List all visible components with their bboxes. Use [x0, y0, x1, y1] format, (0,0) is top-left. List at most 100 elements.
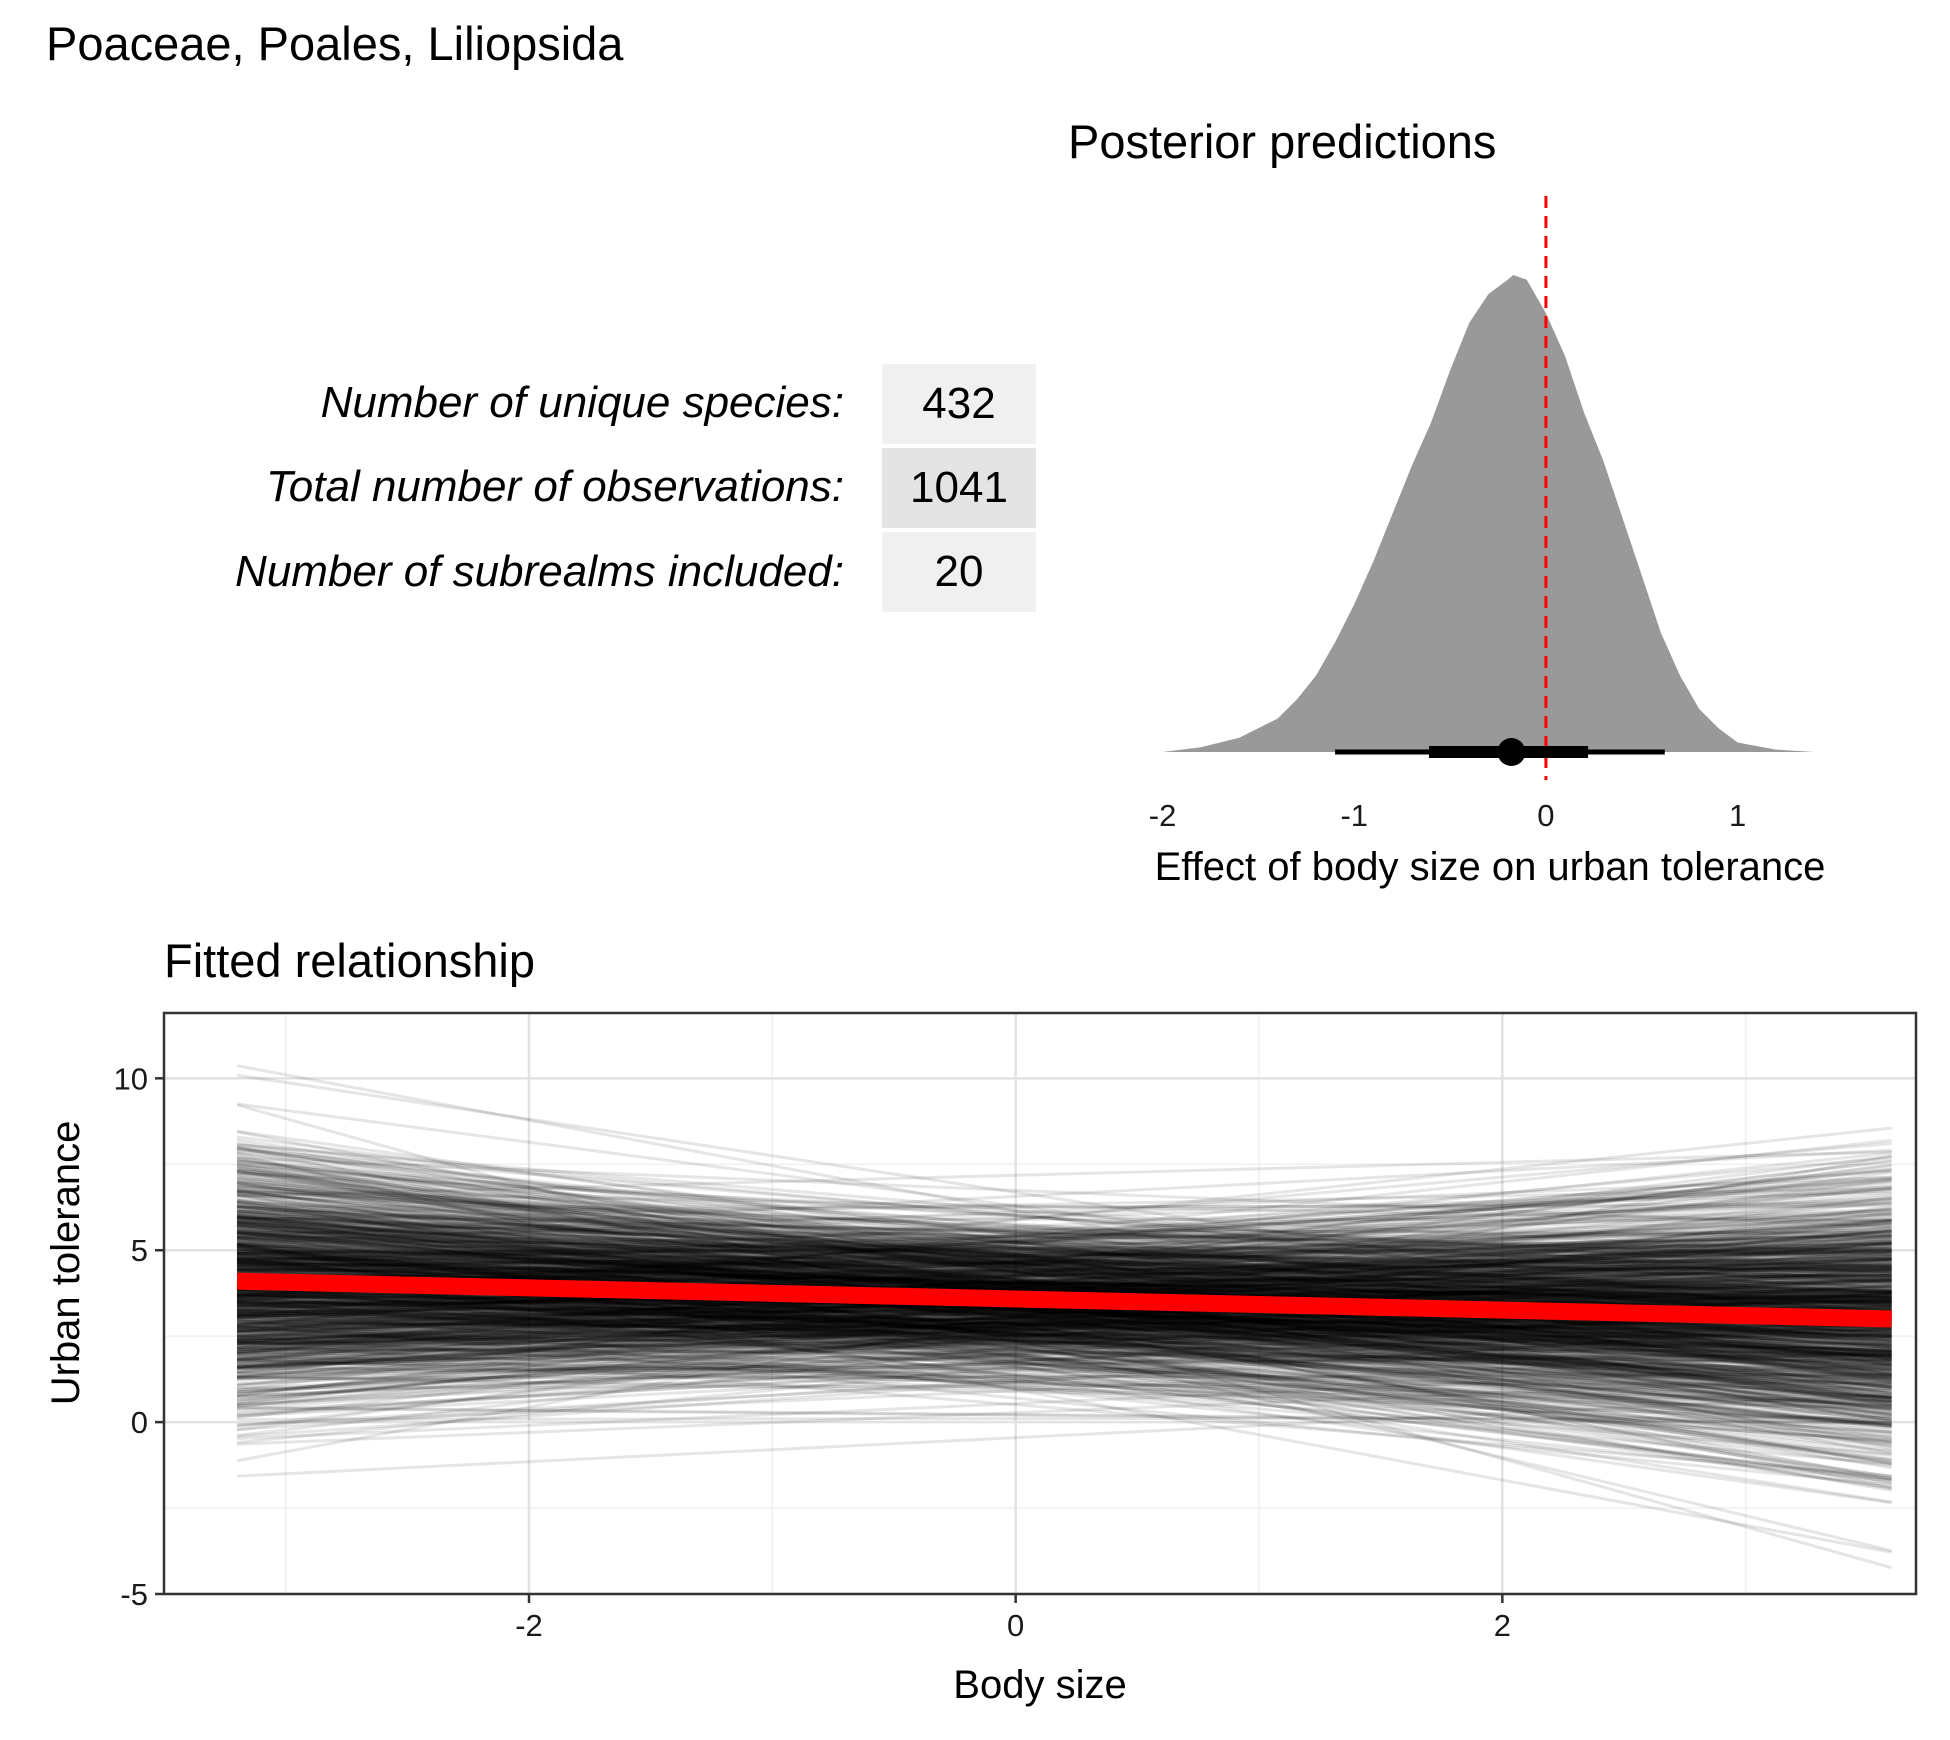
posterior-draw-line [236, 1246, 1892, 1256]
posterior-draw-line [236, 1406, 1892, 1425]
posterior-draw-line [236, 1289, 1892, 1380]
posterior-draw-line [236, 1241, 1892, 1327]
posterior-draw-line [236, 1372, 1892, 1381]
posterior-draw-line [236, 1190, 1892, 1223]
posterior-draw-line [236, 1291, 1892, 1428]
posterior-draw-line [236, 1239, 1892, 1260]
posterior-draw-line [236, 1188, 1892, 1304]
posterior-draw-line [236, 1310, 1892, 1375]
posterior-draw-line [236, 1159, 1892, 1300]
posterior-draw-line [236, 1182, 1892, 1365]
posterior-draw-line [236, 1223, 1892, 1397]
posterior-draw-line [236, 1169, 1892, 1383]
posterior-draw-line [236, 1270, 1892, 1277]
posterior-draw-line [236, 1289, 1892, 1383]
posterior-draw-line [236, 1215, 1892, 1481]
posterior-draw-line [236, 1294, 1892, 1356]
posterior-draw-line [236, 1257, 1892, 1363]
posterior-draw-line [236, 1300, 1892, 1342]
posterior-draw-line [236, 1234, 1892, 1251]
posterior-draw-line [236, 1321, 1892, 1332]
posterior-draw-line [236, 1264, 1892, 1482]
posterior-draw-line [236, 1245, 1892, 1320]
posterior-draw-line [236, 1285, 1892, 1361]
posterior-draw-line [236, 1322, 1892, 1399]
posterior-draw-line [236, 1271, 1892, 1351]
posterior-draw-line [236, 1235, 1892, 1272]
posterior-draw-line [236, 1260, 1892, 1293]
posterior-draw-line [236, 1211, 1892, 1319]
posterior-draw-line [236, 1246, 1892, 1293]
posterior-draw-line [236, 1212, 1892, 1253]
posterior-draw-line [236, 1220, 1892, 1272]
posterior-draw-line [236, 1272, 1892, 1304]
posterior-draw-line [236, 1267, 1892, 1273]
posterior-draw-line [236, 1320, 1892, 1339]
posterior-draw-line [236, 1230, 1892, 1255]
posterior-draw-line [236, 1259, 1892, 1267]
posterior-draw-line [236, 1273, 1892, 1308]
posterior-draw-line [236, 1274, 1892, 1349]
posterior-draw-line [236, 1186, 1892, 1296]
posterior-draw-line [236, 1205, 1892, 1320]
posterior-draw-line [236, 1145, 1892, 1424]
posterior-draw-line [236, 1168, 1892, 1334]
posterior-draw-line [236, 1202, 1892, 1326]
posterior-draw-line [236, 1218, 1892, 1342]
posterior-draw-line [236, 1184, 1892, 1265]
posterior-draw-line [236, 1192, 1892, 1362]
posterior-draw-line [236, 1266, 1892, 1360]
posterior-draw-line [236, 1271, 1892, 1312]
posterior-draw-line [236, 1314, 1892, 1333]
posterior-draw-line [236, 1228, 1892, 1333]
y-tick-label: 5 [131, 1233, 148, 1268]
posterior-draw-line [236, 1248, 1892, 1273]
posterior-draw-line [236, 1208, 1892, 1313]
posterior-draw-line [236, 1221, 1892, 1356]
posterior-x-ticks: -2 -1 0 1 [1149, 798, 1746, 833]
posterior-draw-line [236, 1227, 1892, 1307]
posterior-draw-line [236, 1221, 1892, 1302]
posterior-draw-line [236, 1214, 1892, 1284]
posterior-draw-line [236, 1292, 1892, 1338]
posterior-draw-line [236, 1245, 1892, 1437]
posterior-draw-line [236, 1268, 1892, 1305]
posterior-draw-line [236, 1274, 1892, 1293]
posterior-draw-line [236, 1328, 1892, 1376]
posterior-draw-line [236, 1231, 1892, 1307]
posterior-draw-line [236, 1375, 1892, 1404]
posterior-draw-line [236, 1289, 1892, 1353]
posterior-draw-line [236, 1357, 1892, 1408]
posterior-draw-line [236, 1282, 1892, 1480]
posterior-draw-line [236, 1297, 1892, 1385]
posterior-draw-line [236, 1329, 1892, 1403]
posterior-draw-line [236, 1228, 1892, 1282]
posterior-draw-line [236, 1243, 1892, 1381]
posterior-draw-line [236, 1172, 1892, 1316]
posterior-draw-line [236, 1359, 1892, 1411]
x-tick-label: 2 [1494, 1608, 1511, 1643]
posterior-draw-line [236, 1187, 1892, 1326]
posterior-draw-line [236, 1278, 1892, 1387]
posterior-draw-line [236, 1155, 1892, 1391]
posterior-draw-line [236, 1142, 1892, 1285]
posterior-draw-line [236, 1222, 1892, 1251]
posterior-draw-line [236, 1267, 1892, 1277]
posterior-draw-line [236, 1352, 1892, 1377]
posterior-draw-line [236, 1314, 1892, 1363]
posterior-draw-line [236, 1331, 1892, 1372]
posterior-draw-line [236, 1289, 1892, 1337]
y-tick-label: 10 [114, 1061, 148, 1096]
posterior-draw-line [236, 1329, 1892, 1340]
posterior-draw-line [236, 1175, 1892, 1289]
posterior-draw-line [236, 1285, 1892, 1333]
posterior-draw-line [236, 1253, 1892, 1324]
posterior-draw-line [236, 1148, 1892, 1326]
posterior-draw-line [236, 1228, 1892, 1261]
posterior-draw-line [236, 1162, 1892, 1315]
posterior-draw-line [236, 1208, 1892, 1258]
posterior-draw-line [236, 1209, 1892, 1307]
posterior-draw-line [236, 1277, 1892, 1371]
posterior-draw-line [236, 1292, 1892, 1371]
posterior-draw-line [236, 1267, 1892, 1310]
